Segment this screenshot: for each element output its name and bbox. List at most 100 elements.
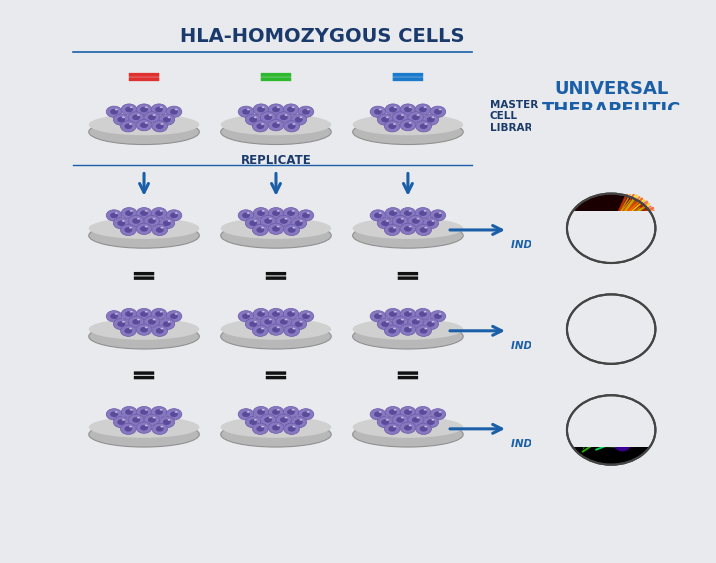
Bar xyxy=(531,367,580,405)
Ellipse shape xyxy=(276,210,279,212)
Ellipse shape xyxy=(140,311,148,317)
Ellipse shape xyxy=(388,426,396,432)
Ellipse shape xyxy=(385,406,401,418)
Ellipse shape xyxy=(144,216,160,226)
Bar xyxy=(531,367,577,408)
Ellipse shape xyxy=(427,117,435,122)
Ellipse shape xyxy=(117,419,125,425)
Ellipse shape xyxy=(423,417,439,428)
Bar xyxy=(531,166,567,226)
Ellipse shape xyxy=(377,218,393,229)
Ellipse shape xyxy=(253,208,268,219)
Bar xyxy=(531,166,604,194)
Ellipse shape xyxy=(221,119,332,145)
Ellipse shape xyxy=(221,114,332,135)
Bar xyxy=(531,166,589,198)
Ellipse shape xyxy=(385,104,401,115)
Ellipse shape xyxy=(388,328,396,334)
Bar xyxy=(531,266,571,315)
Ellipse shape xyxy=(291,319,306,330)
Ellipse shape xyxy=(132,114,140,120)
Ellipse shape xyxy=(166,106,182,117)
FancyBboxPatch shape xyxy=(134,272,154,275)
Bar xyxy=(531,367,594,398)
Ellipse shape xyxy=(160,227,163,229)
Ellipse shape xyxy=(264,114,272,120)
FancyBboxPatch shape xyxy=(129,77,159,81)
Bar xyxy=(531,266,573,312)
Ellipse shape xyxy=(262,106,264,108)
Bar xyxy=(531,363,691,448)
Ellipse shape xyxy=(374,314,382,319)
Ellipse shape xyxy=(416,325,432,337)
Ellipse shape xyxy=(160,426,163,427)
Ellipse shape xyxy=(122,117,125,118)
Bar xyxy=(531,266,568,324)
Ellipse shape xyxy=(404,226,412,231)
FancyBboxPatch shape xyxy=(134,276,154,280)
Ellipse shape xyxy=(377,417,393,428)
FancyBboxPatch shape xyxy=(397,272,418,275)
Bar xyxy=(531,367,571,416)
Ellipse shape xyxy=(388,123,396,129)
Ellipse shape xyxy=(272,107,280,112)
Bar xyxy=(531,166,606,194)
Ellipse shape xyxy=(412,319,420,325)
Ellipse shape xyxy=(404,327,412,333)
Ellipse shape xyxy=(292,328,295,329)
Ellipse shape xyxy=(262,409,264,410)
Ellipse shape xyxy=(120,423,136,435)
Ellipse shape xyxy=(110,412,118,417)
Bar xyxy=(531,166,585,200)
Bar xyxy=(531,367,573,413)
Bar xyxy=(531,166,595,196)
Ellipse shape xyxy=(151,406,167,418)
Ellipse shape xyxy=(246,114,261,125)
Ellipse shape xyxy=(253,120,268,132)
Bar xyxy=(531,464,691,548)
Ellipse shape xyxy=(160,328,163,329)
Ellipse shape xyxy=(292,123,295,125)
Ellipse shape xyxy=(353,114,463,135)
Ellipse shape xyxy=(404,122,412,128)
Ellipse shape xyxy=(379,212,382,214)
Ellipse shape xyxy=(379,411,382,413)
Ellipse shape xyxy=(166,409,182,420)
Ellipse shape xyxy=(295,419,303,425)
Ellipse shape xyxy=(439,411,442,413)
Ellipse shape xyxy=(396,417,404,423)
Ellipse shape xyxy=(409,409,412,410)
Bar xyxy=(531,312,691,396)
Ellipse shape xyxy=(115,411,117,413)
Ellipse shape xyxy=(288,123,296,129)
Text: HLA-HOMOZYGOUS CELLS: HLA-HOMOZYGOUS CELLS xyxy=(180,26,464,46)
Ellipse shape xyxy=(168,220,170,222)
FancyBboxPatch shape xyxy=(392,73,423,77)
Ellipse shape xyxy=(379,313,382,315)
Ellipse shape xyxy=(145,311,147,312)
Ellipse shape xyxy=(394,409,397,410)
Ellipse shape xyxy=(247,411,250,413)
Ellipse shape xyxy=(261,123,263,125)
Ellipse shape xyxy=(160,210,163,212)
Ellipse shape xyxy=(404,311,412,317)
Bar xyxy=(531,166,569,217)
FancyBboxPatch shape xyxy=(266,276,286,280)
FancyBboxPatch shape xyxy=(261,73,291,77)
Ellipse shape xyxy=(400,119,416,131)
Ellipse shape xyxy=(253,225,268,235)
Ellipse shape xyxy=(408,111,424,123)
Ellipse shape xyxy=(168,117,170,118)
Ellipse shape xyxy=(392,216,408,226)
Ellipse shape xyxy=(140,327,148,333)
Ellipse shape xyxy=(137,319,140,320)
Ellipse shape xyxy=(292,227,295,229)
Ellipse shape xyxy=(284,319,287,320)
Ellipse shape xyxy=(567,194,655,263)
Ellipse shape xyxy=(284,225,299,235)
Ellipse shape xyxy=(120,225,136,235)
Ellipse shape xyxy=(613,427,621,433)
Bar xyxy=(531,166,568,221)
Bar xyxy=(531,266,594,297)
Ellipse shape xyxy=(409,122,412,124)
